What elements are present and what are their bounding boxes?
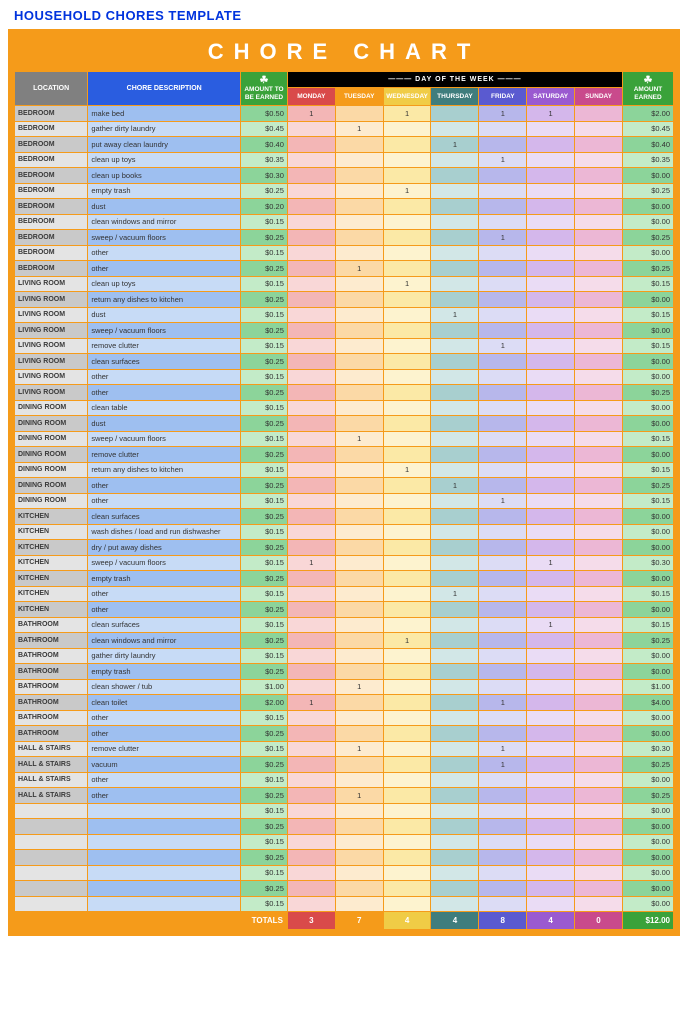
- table-row: DINING ROOMother$0.151$0.15: [15, 493, 674, 509]
- table-row: BEDROOMsweep / vacuum floors$0.251$0.25: [15, 230, 674, 246]
- table-row: KITCHENclean surfaces$0.25$0.00: [15, 509, 674, 525]
- table-row: KITCHENempty trash$0.25$0.00: [15, 571, 674, 587]
- page-title: HOUSEHOLD CHORES TEMPLATE: [14, 8, 680, 23]
- table-row: $0.25$0.00: [15, 881, 674, 897]
- table-row: BEDROOMclean up books$0.30$0.00: [15, 168, 674, 184]
- table-row: BEDROOMdust$0.20$0.00: [15, 199, 674, 215]
- table-row: LIVING ROOMremove clutter$0.151$0.15: [15, 338, 674, 354]
- table-row: LIVING ROOMother$0.25$0.25: [15, 385, 674, 401]
- table-row: DINING ROOMdust$0.25$0.00: [15, 416, 674, 432]
- table-row: BEDROOMput away clean laundry$0.401$0.40: [15, 137, 674, 153]
- table-row: HALL & STAIRSother$0.251$0.25: [15, 788, 674, 804]
- table-row: BATHROOMempty trash$0.25$0.00: [15, 664, 674, 680]
- table-row: LIVING ROOMclean up toys$0.151$0.15: [15, 276, 674, 292]
- table-row: DINING ROOMremove clutter$0.25$0.00: [15, 447, 674, 463]
- chore-chart: CHORE CHART LOCATIONCHORE DESCRIPTION☘AM…: [8, 29, 680, 936]
- table-row: KITCHENother$0.25$0.00: [15, 602, 674, 618]
- table-row: HALL & STAIRSvacuum$0.251$0.25: [15, 757, 674, 773]
- table-row: LIVING ROOMdust$0.151$0.15: [15, 307, 674, 323]
- table-row: $0.15$0.00: [15, 803, 674, 819]
- table-row: KITCHENother$0.151$0.15: [15, 586, 674, 602]
- table-row: $0.15$0.00: [15, 865, 674, 881]
- table-row: DINING ROOMsweep / vacuum floors$0.151$0…: [15, 431, 674, 447]
- table-row: DINING ROOMclean table$0.15$0.00: [15, 400, 674, 416]
- table-row: BATHROOMclean shower / tub$1.001$1.00: [15, 679, 674, 695]
- table-row: BATHROOMclean surfaces$0.151$0.15: [15, 617, 674, 633]
- table-row: $0.25$0.00: [15, 850, 674, 866]
- table-row: HALL & STAIRSremove clutter$0.1511$0.30: [15, 741, 674, 757]
- table-row: DINING ROOMreturn any dishes to kitchen$…: [15, 462, 674, 478]
- table-row: KITCHENdry / put away dishes$0.25$0.00: [15, 540, 674, 556]
- table-row: BEDROOMother$0.251$0.25: [15, 261, 674, 277]
- chart-title: CHORE CHART: [14, 35, 674, 71]
- table-row: BATHROOMclean windows and mirror$0.251$0…: [15, 633, 674, 649]
- table-row: BEDROOMclean windows and mirror$0.15$0.0…: [15, 214, 674, 230]
- chore-table: LOCATIONCHORE DESCRIPTION☘AMOUNT TO BE E…: [14, 71, 674, 930]
- table-row: BEDROOMgather dirty laundry$0.451$0.45: [15, 121, 674, 137]
- table-row: LIVING ROOMclean surfaces$0.25$0.00: [15, 354, 674, 370]
- table-row: BEDROOMother$0.15$0.00: [15, 245, 674, 261]
- table-row: BATHROOMclean toilet$2.0011$4.00: [15, 695, 674, 711]
- table-row: BATHROOMother$0.25$0.00: [15, 726, 674, 742]
- table-row: BATHROOMother$0.15$0.00: [15, 710, 674, 726]
- table-row: BEDROOMempty trash$0.251$0.25: [15, 183, 674, 199]
- table-row: DINING ROOMother$0.251$0.25: [15, 478, 674, 494]
- table-row: BEDROOMclean up toys$0.351$0.35: [15, 152, 674, 168]
- table-row: $0.25$0.00: [15, 819, 674, 835]
- table-row: BEDROOMmake bed$0.501111$2.00: [15, 106, 674, 122]
- table-row: LIVING ROOMsweep / vacuum floors$0.25$0.…: [15, 323, 674, 339]
- table-row: LIVING ROOMreturn any dishes to kitchen$…: [15, 292, 674, 308]
- table-row: LIVING ROOMother$0.15$0.00: [15, 369, 674, 385]
- table-row: $0.15$0.00: [15, 896, 674, 912]
- table-row: HALL & STAIRSother$0.15$0.00: [15, 772, 674, 788]
- table-row: KITCHENsweep / vacuum floors$0.1511$0.30: [15, 555, 674, 571]
- table-row: KITCHENwash dishes / load and run dishwa…: [15, 524, 674, 540]
- table-row: BATHROOMgather dirty laundry$0.15$0.00: [15, 648, 674, 664]
- table-row: $0.15$0.00: [15, 834, 674, 850]
